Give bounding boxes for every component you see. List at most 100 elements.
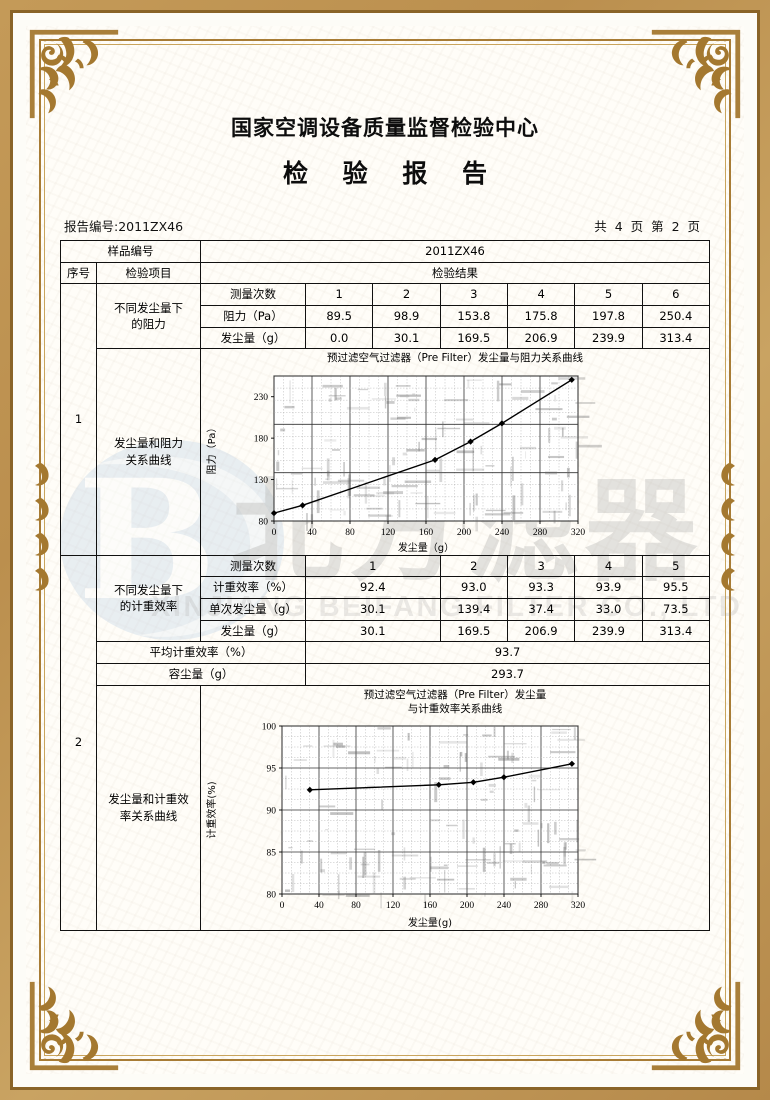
row-item-efficiency: 不同发尘量下 的计重效率 [97,555,201,642]
report-number-value: 2011ZX46 [118,219,183,234]
row-item-efficiency-text: 不同发尘量下 的计重效率 [114,583,183,614]
cell-eff-count-2: 2 [440,555,507,577]
chart-dust-vs-efficiency: 预过滤空气过滤器（Pre Filter）发尘量 与计重效率关系曲线 0 40 80 1… [202,688,708,928]
cell-resistance-6: 250.4 [642,306,709,328]
row-item-curve-2: 发尘量和计重效 率关系曲线 [97,685,201,930]
subhdr-single-dust: 单次发尘量（g） [201,598,306,620]
svg-text:320: 320 [571,901,586,911]
svg-text:80: 80 [351,901,361,911]
cell-efficiency-1: 92.4 [306,577,441,599]
report-number: 报告编号:2011ZX46 [64,216,183,235]
cell-resistance-3: 153.8 [440,306,507,328]
cell-eff-count-5: 5 [642,555,709,577]
cell-resistance-1: 89.5 [306,306,373,328]
svg-text:40: 40 [307,528,317,538]
page-title-organization: 国家空调设备质量监督检验中心 [60,112,710,142]
row-item-curve-1-text: 发尘量和阻力 关系曲线 [114,436,183,467]
svg-text:160: 160 [423,901,438,911]
subhdr2-dust: 发尘量（g） [201,620,306,642]
table-row-r2-counts: 2 不同发尘量下 的计重效率 测量次数 1 2 3 4 5 [61,555,710,577]
cell-resistance-2: 98.9 [373,306,440,328]
svg-text:80: 80 [345,528,355,538]
svg-text:200: 200 [457,528,472,538]
row-item-resistance: 不同发尘量下 的阻力 [97,284,201,349]
cell-dust-3: 169.5 [440,327,507,349]
table-row-avg-efficiency: 平均计重效率（%） 93.7 [61,642,710,664]
svg-text:40: 40 [314,901,324,911]
cell-count-4: 4 [507,284,574,306]
subhdr-measure-count: 测量次数 [201,284,306,306]
chart-1-plot: 0 40 80 120 160 200 240 280 320 80 130 180 230 发尘量（g）… [202,368,708,553]
subhdr-efficiency: 计重效率（%） [201,577,306,599]
svg-text:130: 130 [254,476,269,486]
report-content: 国家空调设备质量监督检验中心 检 验 报 告 报告编号:2011ZX46 共 4… [60,60,710,1040]
svg-text:200: 200 [460,901,475,911]
table-row-r1-counts: 1 不同发尘量下 的阻力 测量次数 1 2 3 4 5 6 [61,284,710,306]
svg-text:80: 80 [259,517,269,527]
svg-text:0: 0 [272,528,277,538]
report-number-label: 报告编号: [64,219,118,234]
col-header-result: 检验结果 [201,262,710,284]
cell-efficiency-5: 95.5 [642,577,709,599]
chart-cell-resistance: 预过滤空气过滤器（Pre Filter）发尘量与阻力关系曲线 0 40 80 120 1… [201,349,710,555]
cell-dust-4: 206.9 [507,327,574,349]
subhdr-resistance: 阻力（Pa） [201,306,306,328]
svg-text:160: 160 [419,528,434,538]
page-title-document: 检 验 报 告 [60,154,710,190]
table-row-dust-capacity: 容尘量（g） 293.7 [61,663,710,685]
cell-count-6: 6 [642,284,709,306]
report-meta-row: 报告编号:2011ZX46 共 4 页 第 2 页 [60,216,710,235]
svg-text:0: 0 [280,901,285,911]
col-header-item: 检验项目 [97,262,201,284]
cell-total-dust-2: 169.5 [440,620,507,642]
page-indicator: 共 4 页 第 2 页 [594,216,702,235]
svg-text:280: 280 [534,901,549,911]
cell-dust-1: 0.0 [306,327,373,349]
svg-text:80: 80 [267,890,277,900]
cell-eff-count-3: 3 [507,555,574,577]
row-seq-2: 2 [61,555,97,930]
svg-text:95: 95 [267,764,277,774]
cell-efficiency-4: 93.9 [575,577,642,599]
cell-single-dust-1: 30.1 [306,598,441,620]
svg-text:120: 120 [386,901,401,911]
subhdr-dust-capacity: 容尘量（g） [97,663,306,685]
chart-2-plot: 0 40 80 120 160 200 240 280 320 80 85 90 95 100 发尘量(g)… [202,718,708,928]
cell-single-dust-3: 37.4 [507,598,574,620]
cell-count-5: 5 [575,284,642,306]
cell-total-dust-3: 206.9 [507,620,574,642]
cell-dust-5: 239.9 [575,327,642,349]
cell-eff-count-1: 1 [306,555,441,577]
cell-efficiency-3: 93.3 [507,577,574,599]
cell-count-3: 3 [440,284,507,306]
certificate-page: B 北方滤器 XINJIANG BEIFANG FILTER CO., LTD.… [0,0,770,1100]
svg-text:计重效率(%): 计重效率(%) [205,781,218,838]
chart-2-title: 预过滤空气过滤器（Pre Filter）发尘量 与计重效率关系曲线 [202,688,708,716]
sample-number-label: 样品编号 [61,241,201,263]
cell-count-2: 2 [373,284,440,306]
table-row-sample: 样品编号 2011ZX46 [61,241,710,263]
svg-text:发尘量(g): 发尘量(g) [408,916,452,928]
cell-efficiency-2: 93.0 [440,577,507,599]
cell-avg-efficiency: 93.7 [306,642,710,664]
svg-text:90: 90 [267,806,277,816]
cell-resistance-4: 175.8 [507,306,574,328]
svg-text:240: 240 [497,901,512,911]
inspection-result-table: 样品编号 2011ZX46 序号 检验项目 检验结果 1 不同发尘量下 的阻力 … [60,240,710,931]
chart-cell-efficiency: 预过滤空气过滤器（Pre Filter）发尘量 与计重效率关系曲线 0 40 80 1… [201,685,710,930]
cell-total-dust-1: 30.1 [306,620,441,642]
row-item-curve-2-text: 发尘量和计重效 率关系曲线 [108,792,189,823]
sample-number-value: 2011ZX46 [201,241,710,263]
svg-text:240: 240 [495,528,510,538]
table-row-chart-1: 发尘量和阻力 关系曲线 预过滤空气过滤器（Pre Filter）发尘量与阻力关系… [61,349,710,555]
svg-text:180: 180 [254,434,269,444]
table-row-chart-2: 发尘量和计重效 率关系曲线 预过滤空气过滤器（Pre Filter）发尘量 与计… [61,685,710,930]
col-header-seq: 序号 [61,262,97,284]
svg-text:280: 280 [533,528,548,538]
cell-eff-count-4: 4 [575,555,642,577]
side-ornament-left [28,453,54,603]
svg-text:320: 320 [571,528,586,538]
row-item-curve-1: 发尘量和阻力 关系曲线 [97,349,201,555]
svg-text:85: 85 [267,848,277,858]
cell-dust-2: 30.1 [373,327,440,349]
